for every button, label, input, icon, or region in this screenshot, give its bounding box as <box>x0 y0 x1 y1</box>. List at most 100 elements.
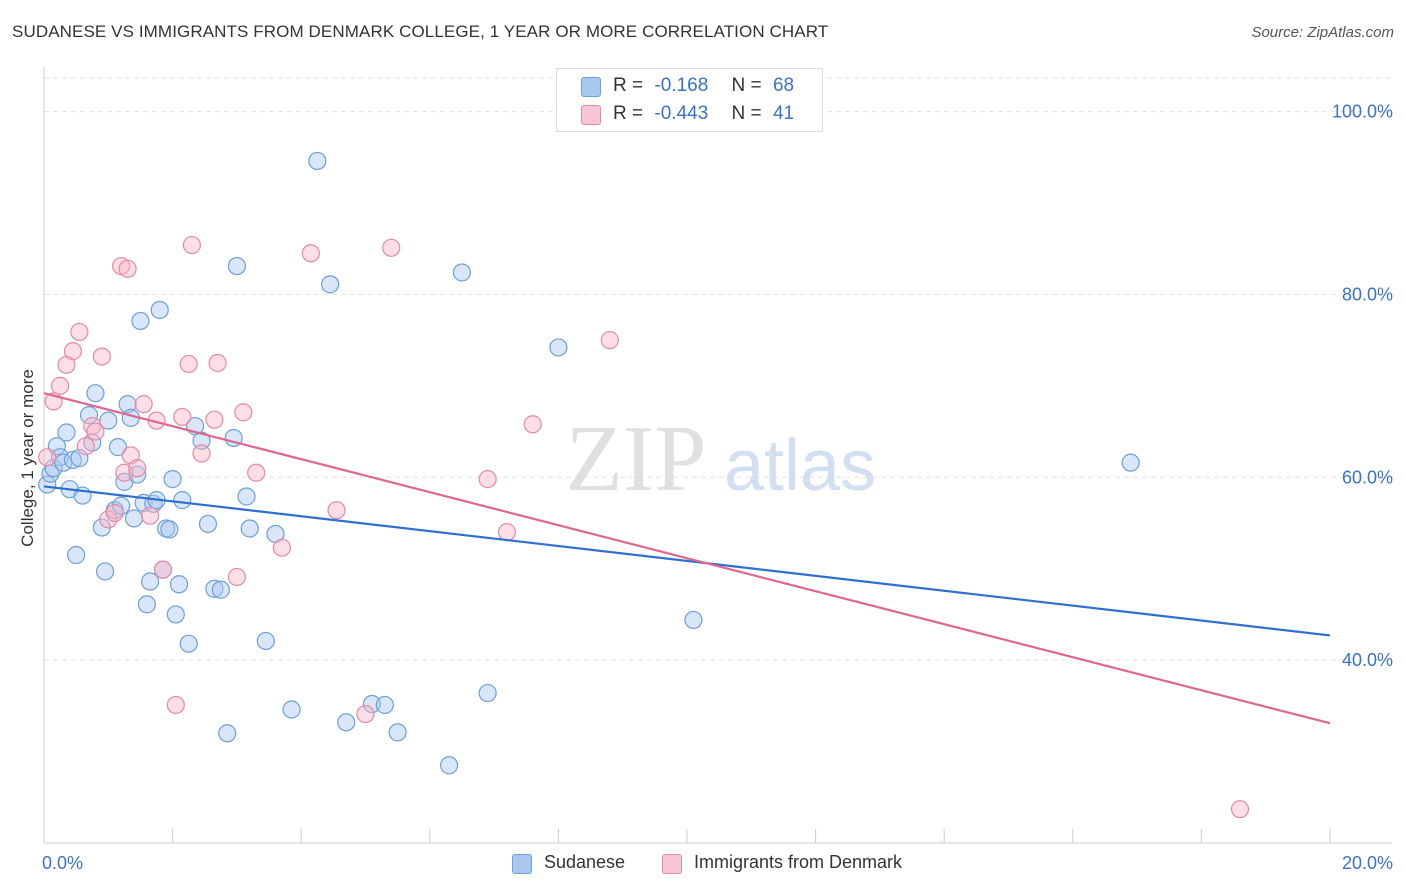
point-sudanese <box>439 756 459 775</box>
point-denmark <box>478 470 497 489</box>
axis-layer <box>43 67 1392 844</box>
point-sudanese <box>79 406 99 425</box>
point-sudanese <box>362 694 382 714</box>
point-sudanese <box>308 151 327 171</box>
series-denmark <box>38 235 1250 819</box>
point-denmark <box>205 410 224 429</box>
legend-label-sudanese: Sudanese <box>544 852 626 872</box>
point-denmark <box>76 437 95 456</box>
point-denmark <box>63 342 83 361</box>
r-value: -0.443 <box>654 103 709 124</box>
chart-title: SUDANESE VS IMMIGRANTS FROM DENMARK COLL… <box>12 22 829 41</box>
point-sudanese <box>169 575 189 594</box>
watermark-atlas: atlas <box>724 426 876 506</box>
point-denmark <box>50 376 70 395</box>
n-label: N = <box>731 75 762 96</box>
point-denmark <box>208 353 227 373</box>
point-denmark <box>70 322 89 342</box>
point-denmark <box>140 506 160 525</box>
point-denmark <box>301 244 320 263</box>
x-tick-label-max: 20.0% <box>1342 853 1393 873</box>
point-sudanese <box>375 695 394 715</box>
n-value: 41 <box>772 103 795 124</box>
correlation-legend: R = -0.168 N = 68 R = -0.443 N = 41 <box>556 68 823 132</box>
point-sudanese <box>218 724 237 743</box>
point-sudanese <box>112 496 131 515</box>
point-denmark <box>327 501 346 520</box>
points-layer <box>38 151 1250 819</box>
point-denmark <box>92 347 111 366</box>
watermark-zip: ZIP <box>566 407 707 511</box>
point-denmark <box>128 459 147 478</box>
point-denmark <box>600 331 619 350</box>
point-sudanese <box>192 431 211 450</box>
point-sudanese <box>108 438 128 457</box>
point-denmark <box>234 403 253 422</box>
y-tick-label: 40.0% <box>1342 650 1393 670</box>
legend-swatch-denmark <box>581 105 601 125</box>
point-sudanese <box>1121 453 1140 472</box>
point-denmark <box>38 448 57 467</box>
point-sudanese <box>227 256 246 276</box>
legend-label-denmark: Immigrants from Denmark <box>694 852 903 872</box>
point-sudanese <box>95 562 115 581</box>
trendline-sudanese <box>43 485 1331 637</box>
point-sudanese <box>205 579 224 598</box>
trend-layer <box>43 392 1331 725</box>
watermark: ZIP atlas <box>566 407 877 511</box>
point-sudanese <box>86 384 105 403</box>
point-denmark <box>153 560 173 579</box>
point-sudanese <box>150 300 169 320</box>
point-sudanese <box>549 338 568 357</box>
trendline-denmark <box>43 392 1331 725</box>
point-sudanese <box>67 545 86 565</box>
point-denmark <box>382 238 401 257</box>
legend-swatch-sudanese <box>512 854 532 874</box>
point-denmark <box>86 422 105 441</box>
point-sudanese <box>337 713 356 732</box>
point-sudanese <box>388 723 407 742</box>
n-value: 68 <box>772 75 795 96</box>
point-denmark <box>118 259 137 278</box>
point-denmark <box>134 395 153 414</box>
point-denmark <box>356 704 375 724</box>
point-sudanese <box>198 514 218 534</box>
point-sudanese <box>131 311 150 331</box>
point-sudanese <box>44 459 63 478</box>
r-label: R = <box>613 103 644 124</box>
point-denmark <box>497 523 517 542</box>
point-sudanese <box>684 610 703 630</box>
point-sudanese <box>163 470 182 489</box>
legend-swatch-denmark <box>662 854 682 874</box>
point-sudanese <box>179 634 198 653</box>
r-value: -0.168 <box>654 75 709 96</box>
point-sudanese <box>166 605 185 624</box>
point-sudanese <box>38 475 57 494</box>
point-sudanese <box>256 631 275 651</box>
point-sudanese <box>160 520 179 539</box>
point-denmark <box>523 415 542 434</box>
y-tick-label: 60.0% <box>1342 467 1393 487</box>
point-sudanese <box>99 411 118 430</box>
point-sudanese <box>452 263 472 282</box>
point-sudanese <box>173 491 192 510</box>
point-denmark <box>166 695 185 715</box>
point-denmark <box>105 503 124 523</box>
n-label: N = <box>731 103 762 124</box>
point-sudanese <box>124 509 144 528</box>
point-sudanese <box>140 572 160 591</box>
point-denmark <box>173 407 192 427</box>
point-sudanese <box>137 595 156 614</box>
point-sudanese <box>237 487 256 506</box>
y-tick-label: 100.0% <box>1332 102 1393 122</box>
series-sudanese <box>38 151 1140 775</box>
point-denmark <box>272 538 292 557</box>
point-denmark <box>227 567 246 587</box>
point-denmark <box>247 463 266 482</box>
grid-layer <box>44 77 1392 661</box>
point-denmark <box>83 416 102 436</box>
r-label: R = <box>613 75 644 96</box>
x-tick-label-min: 0.0% <box>42 853 83 873</box>
point-sudanese <box>240 519 259 538</box>
